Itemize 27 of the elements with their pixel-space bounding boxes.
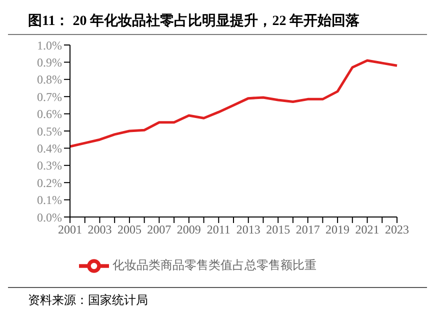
x-tick-label: 2019 — [326, 222, 350, 237]
x-tick-label: 2015 — [266, 222, 290, 237]
x-tick-label: 2017 — [296, 222, 320, 237]
y-tick-label: 0.4% — [37, 141, 62, 156]
y-tick-label: 0.8% — [37, 72, 62, 87]
y-tick-label: 1.0% — [37, 38, 62, 52]
y-tick-label: 0.3% — [37, 158, 62, 173]
line-series — [68, 59, 398, 148]
legend-label: 化妆品类商品零售类值占总零售额比重 — [112, 258, 316, 272]
x-tick-label: 2023 — [385, 222, 409, 237]
x-tick-label: 2003 — [88, 222, 112, 237]
x-tick-label: 2009 — [176, 222, 201, 237]
y-tick-label: 0.2% — [37, 176, 62, 190]
y-tick-label: 0.5% — [37, 124, 62, 138]
x-tick-label: 2007 — [147, 222, 172, 237]
x-tick-label: 2005 — [117, 222, 142, 237]
y-tick-label: 0.9% — [37, 55, 62, 70]
y-tick-label: 0.7% — [37, 90, 62, 104]
x-tick-label: 2001 — [58, 222, 82, 237]
y-tick-label: 0.6% — [37, 107, 62, 122]
text: 资料来源：国家统计局 — [28, 292, 149, 309]
x-tick-label: 2011 — [206, 222, 230, 237]
y-tick-label: 0.1% — [37, 193, 62, 208]
chart-title: 图11： 20 年化妆品社零占比明显提升，22 年开始回落 — [8, 8, 427, 35]
y-tick-label: 0.0% — [37, 210, 62, 224]
x-tick-label: 2021 — [355, 222, 380, 237]
x-tick-label: 2013 — [236, 222, 260, 237]
